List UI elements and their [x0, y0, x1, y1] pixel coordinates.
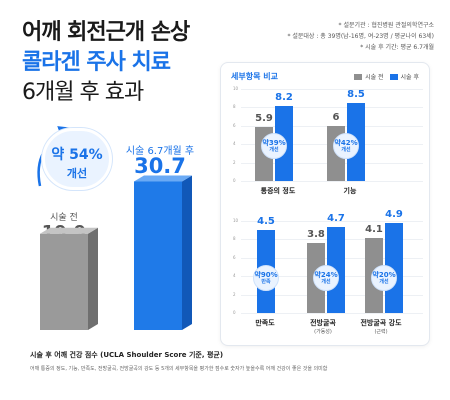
- improvement-badge: 약 54% 개선: [42, 128, 112, 190]
- category-label: 만족도: [255, 319, 275, 327]
- y-tick-label: 2: [233, 159, 236, 165]
- panel-title: 세부항목 비교: [231, 72, 278, 81]
- footer-description: 어깨 통증의 정도, 기능, 만족도, 전방굴곡, 전방굴곡의 강도 등 5개의…: [30, 366, 328, 372]
- note-period: * 시술 후 기간: 평균 6.7개월: [360, 44, 434, 51]
- legend-after: 시술 후: [389, 72, 419, 81]
- legend-after-label: 시술 후: [400, 74, 419, 81]
- title-line-2: 콜라겐 주사 치료: [22, 50, 171, 75]
- y-tick-label: 0: [233, 310, 236, 315]
- before-bar-label: 시술 전: [50, 213, 78, 223]
- improvement-percent: 약24%: [314, 271, 338, 279]
- detail-comparison-panel: 세부항목 비교 시술 전 시술 후 10 8 6 4 2 0 5.9 8.2 약39% 개선 통증의…: [220, 62, 430, 346]
- footer: 시술 후 어깨 건강 점수 (UCLA Shoulder Score 기준, 평…: [30, 350, 430, 372]
- improvement-bubble: 약42% 개선: [333, 133, 359, 159]
- category-label: 전방굴곡: [310, 319, 336, 327]
- badge-percent: 약 54%: [51, 147, 103, 163]
- y-tick-label: 4: [233, 141, 236, 147]
- value-label-after: 4.5: [257, 216, 275, 228]
- improvement-percent: 약20%: [372, 271, 396, 279]
- grid-line: [241, 313, 423, 314]
- y-tick-label: 0: [233, 178, 236, 183]
- after-bar-value: 30.7: [134, 154, 186, 178]
- value-label-before: 5.9: [255, 112, 273, 124]
- main-bars: [40, 175, 192, 330]
- grid-line: [241, 107, 423, 109]
- improvement-percent: 약90%: [254, 271, 278, 279]
- bar-after: [385, 222, 403, 313]
- improvement-text: 만족: [261, 279, 271, 285]
- y-tick-label: 6: [233, 122, 236, 128]
- title-line-1: 어깨 회전근개 손상: [22, 20, 190, 45]
- note-institution: * 설문기관 : 협진병원 관절의학연구소: [338, 22, 434, 29]
- improvement-bubble: 약24% 개선: [313, 265, 339, 291]
- value-label-before: 3.8: [307, 229, 325, 241]
- improvement-bubble: 약90% 만족: [253, 265, 279, 291]
- improvement-text: 개선: [341, 147, 351, 153]
- legend-after-swatch: [389, 73, 398, 80]
- title-line-3: 6개월 후 효과: [22, 80, 144, 105]
- category-label: 전방굴곡 강도: [360, 319, 402, 327]
- title-block: 어깨 회전근개 손상 콜라겐 주사 치료 6개월 후 효과: [22, 18, 222, 108]
- y-tick-label: 10: [233, 86, 239, 91]
- after-bar-label: 시술 6.7개월 후: [125, 146, 195, 157]
- y-tick-label: 4: [233, 273, 236, 279]
- grid-line: [241, 221, 423, 222]
- value-label-after: 8.5: [347, 88, 365, 100]
- y-tick-label: 10: [233, 218, 239, 223]
- survey-notes: * 설문기관 : 협진병원 관절의학연구소 * 설문대상 : 총 39명(남-1…: [287, 20, 434, 53]
- value-label-after: 4.7: [327, 212, 345, 224]
- value-label-after: 4.9: [385, 208, 403, 220]
- legend-before-label: 시술 전: [365, 74, 384, 81]
- category-sublabel: (근력): [374, 329, 388, 335]
- improvement-percent: 약39%: [262, 139, 286, 147]
- main-comparison-chart: 약 54% 개선 시술 6.7개월 후 30.7 시술 전 19.9: [0, 118, 200, 348]
- legend-before-swatch: [354, 73, 363, 80]
- footer-title: 시술 후 어깨 건강 점수 (UCLA Shoulder Score 기준, 평…: [30, 351, 224, 359]
- legend-before: 시술 전: [354, 72, 384, 81]
- grid-line: [241, 181, 423, 182]
- legend: 시술 전 시술 후: [354, 72, 419, 81]
- improvement-text: 개선: [321, 279, 331, 285]
- value-label-after: 8.2: [275, 91, 293, 103]
- category-label: 통증의 정도: [260, 187, 296, 195]
- badge-text: 개선: [66, 167, 88, 180]
- main-bar-before: [40, 227, 98, 330]
- improvement-percent: 약42%: [334, 139, 358, 147]
- note-subjects: * 설문대상 : 총 39명(남-16명, 여-23명 / 평균나이 63세): [287, 33, 434, 40]
- main-bar-after: [134, 175, 192, 330]
- category-label: 기능: [343, 187, 357, 195]
- y-tick-label: 8: [233, 104, 236, 110]
- category-sublabel: (가동성): [314, 329, 332, 335]
- y-tick-label: 2: [233, 291, 236, 297]
- value-label-before: 4.1: [365, 223, 383, 235]
- y-tick-label: 6: [233, 254, 236, 260]
- y-tick-label: 8: [233, 236, 236, 242]
- value-label-before: 6: [332, 111, 340, 123]
- improvement-text: 개선: [379, 279, 389, 285]
- grid-line: [241, 89, 423, 90]
- improvement-bubble: 약39% 개선: [261, 133, 287, 159]
- improvement-text: 개선: [269, 147, 279, 153]
- improvement-bubble: 약20% 개선: [371, 265, 397, 291]
